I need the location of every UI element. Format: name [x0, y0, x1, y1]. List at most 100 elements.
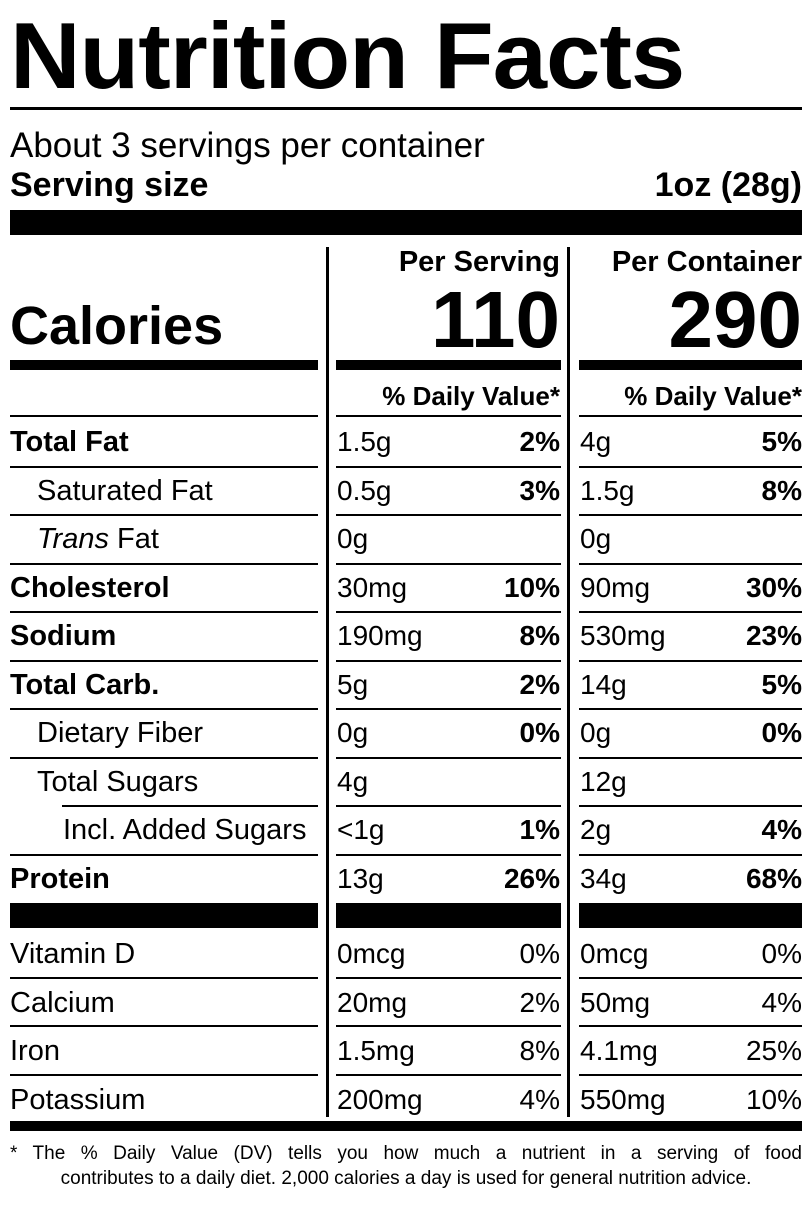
container-daily-value: 5% [761, 426, 802, 457]
container-amount: 50mg [580, 987, 651, 1018]
row-separator [579, 415, 802, 417]
row-separator [336, 466, 561, 468]
footnote-line-1: * The % Daily Value (DV) tells you how m… [10, 1143, 802, 1164]
row-separator [336, 708, 561, 710]
container-daily-value: 23% [745, 620, 802, 651]
nutrient-label: Cholesterol [10, 571, 170, 605]
container-amount: 34g [580, 863, 627, 894]
serving-amount: 1.5mg [337, 1035, 415, 1066]
nutrient-label-text: Protein [10, 863, 110, 895]
row-separator [579, 611, 802, 613]
nutrient-label-text: Sodium [10, 620, 117, 652]
container-daily-value: 25% [745, 1035, 802, 1066]
serving-daily-value: 3% [519, 475, 560, 506]
vitamins-bar-serving-col [336, 903, 561, 928]
row-separator [579, 563, 802, 565]
row-separator [336, 854, 561, 856]
row-separator [10, 466, 318, 468]
nutrient-label: Dietary Fiber [37, 716, 203, 750]
serving-amount: 5g [337, 669, 369, 700]
row-separator [579, 805, 802, 807]
container-daily-value: 4% [761, 987, 802, 1018]
nutrient-label: Protein [10, 862, 110, 896]
serving-amount: 190mg [337, 620, 423, 651]
serving-amount: 13g [337, 863, 384, 894]
servings-per-container: About 3 servings per container [10, 126, 485, 165]
row-separator [10, 977, 318, 979]
serving-amount: 0g [337, 523, 369, 554]
serving-size-thick-bar [10, 210, 802, 235]
row-separator [336, 977, 561, 979]
serving-size-label: Serving size [10, 166, 209, 204]
row-separator [579, 708, 802, 710]
serving-daily-value: 2% [519, 426, 560, 457]
container-amount: 0mcg [580, 938, 649, 969]
vitamin-label: Calcium [10, 987, 115, 1019]
container-amount: 0g [580, 717, 612, 748]
serving-amount: 1.5g [337, 426, 392, 457]
container-daily-value: 8% [761, 475, 802, 506]
serving-amount: <1g [337, 814, 385, 845]
row-separator [579, 1025, 802, 1027]
nutrient-label: Total Fat [10, 425, 129, 459]
serving-daily-value: 10% [503, 572, 560, 603]
per-container-header: Per Container [611, 246, 802, 278]
row-separator [579, 757, 802, 759]
serving-daily-value: 2% [519, 669, 560, 700]
serving-amount: 20mg [337, 987, 408, 1018]
row-separator [336, 415, 561, 417]
label-title: Nutrition Facts [10, 3, 685, 108]
container-daily-value: 0% [761, 938, 802, 969]
row-separator [336, 563, 561, 565]
nutrient-label: Total Sugars [37, 765, 198, 799]
serving-daily-value: 8% [519, 1035, 560, 1066]
container-amount: 530mg [580, 620, 666, 651]
container-amount: 12g [580, 766, 627, 797]
footnote-line-2: contributes to a daily diet. 2,000 calor… [60, 1168, 752, 1189]
container-amount: 1.5g [580, 475, 635, 506]
container-amount: 90mg [580, 572, 651, 603]
row-separator [10, 415, 318, 417]
serving-daily-value: 26% [503, 863, 560, 894]
serving-size-value: 1oz (28g) [654, 166, 802, 204]
serving-daily-value: 8% [519, 620, 560, 651]
nutrient-label: Sodium [10, 619, 116, 653]
row-separator [336, 805, 561, 807]
daily-value-header-serving: % Daily Value* [382, 381, 560, 411]
column-divider-left [326, 247, 329, 1117]
container-amount: 2g [580, 814, 612, 845]
vitamins-bar-container-col [579, 903, 802, 928]
nutrient-label-text: Cholesterol [10, 572, 170, 604]
serving-amount: 0mcg [337, 938, 406, 969]
nutrient-label-text: Dietary Fiber [37, 717, 203, 749]
row-separator [579, 1074, 802, 1076]
vitamins-bar-label-col [10, 903, 318, 928]
row-separator [579, 514, 802, 516]
row-separator [336, 514, 561, 516]
calories-bar-serving-col [336, 360, 561, 370]
serving-amount: 0g [337, 717, 369, 748]
nutrient-label-text: Total Carb. [10, 669, 160, 701]
container-daily-value: 10% [745, 1084, 802, 1115]
serving-daily-value: 0% [519, 938, 560, 969]
serving-daily-value: 1% [519, 814, 560, 845]
container-daily-value: 0% [761, 717, 802, 748]
row-separator [10, 757, 318, 759]
footnote-divider [10, 1121, 802, 1131]
column-divider-right [567, 247, 570, 1117]
container-daily-value: 4% [761, 814, 802, 845]
row-separator [10, 514, 318, 516]
container-daily-value: 5% [761, 669, 802, 700]
vitamin-label: Potassium [10, 1084, 146, 1116]
calories-per-serving: 110 [430, 275, 560, 364]
serving-daily-value: 2% [519, 987, 560, 1018]
per-serving-header: Per Serving [398, 246, 560, 278]
container-amount: 550mg [580, 1084, 666, 1115]
row-separator [336, 1074, 561, 1076]
container-amount: 0g [580, 523, 612, 554]
row-separator [10, 1025, 318, 1027]
row-separator [62, 805, 318, 807]
calories-per-container: 290 [668, 275, 802, 364]
nutrient-label: Total Carb. [10, 668, 159, 702]
row-separator [336, 611, 561, 613]
